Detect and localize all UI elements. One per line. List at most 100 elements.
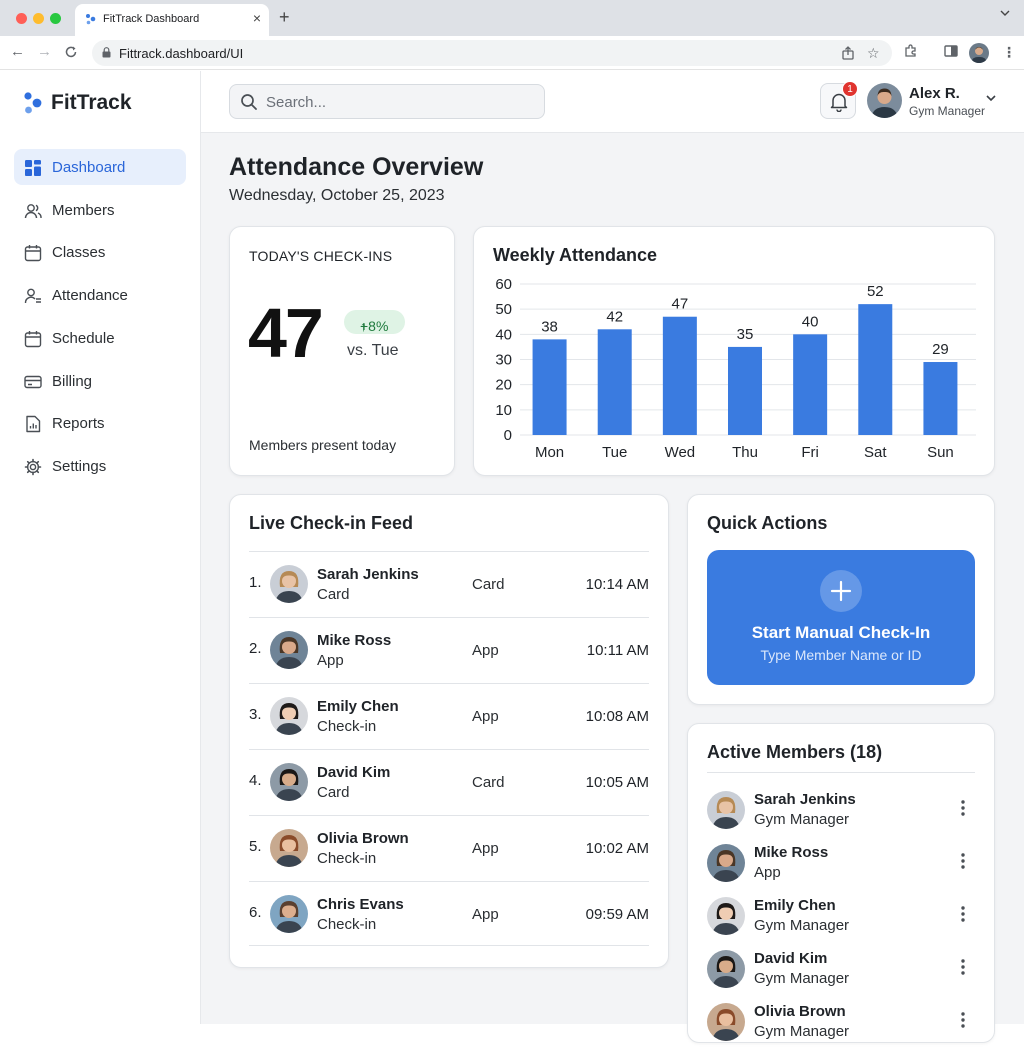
weekly-attendance-card: Weekly Attendance 0 10 20 30 40 50 60 38 Mon 42 Tu… xyxy=(473,226,995,476)
member-avatar xyxy=(270,895,308,933)
y-tick-label: 40 xyxy=(495,326,512,343)
member-name: Olivia Brown xyxy=(754,1003,846,1020)
member-avatar xyxy=(707,897,745,935)
feed-row[interactable]: 4. David Kim Card Card 10:05 AM xyxy=(249,749,649,815)
side-panel-icon[interactable] xyxy=(944,44,958,58)
start-manual-checkin-button[interactable]: Start Manual Check-In Type Member Name o… xyxy=(707,550,975,685)
checkin-time: 10:11 AM xyxy=(586,642,649,659)
sidebar-item-dashboard[interactable]: Dashboard xyxy=(14,149,186,185)
user-name: Alex R. xyxy=(909,85,960,102)
member-avatar xyxy=(270,763,308,801)
tab-search-chevron-icon[interactable] xyxy=(1000,9,1010,17)
feed-row[interactable]: 6. Chris Evans Check-in App 09:59 AM xyxy=(249,881,649,947)
feed-row-number: 4. xyxy=(249,772,262,789)
minimize-window-button[interactable] xyxy=(33,13,44,24)
bar-wed xyxy=(662,316,697,435)
feed-row-number: 5. xyxy=(249,838,262,855)
x-tick-label: Sun xyxy=(927,444,954,461)
bar-thu xyxy=(728,346,762,435)
list-item[interactable]: Mike Ross App xyxy=(707,836,975,889)
change-value: +8% xyxy=(360,318,389,334)
bar-value-label: 38 xyxy=(541,318,558,335)
page-date: Wednesday, October 25, 2023 xyxy=(229,187,445,204)
quick-actions-card: Quick Actions Start Manual Check-In Type… xyxy=(687,494,995,705)
feed-row[interactable]: 1. Sarah Jenkins Card Card 10:14 AM xyxy=(249,551,649,617)
feed-row[interactable]: 3. Emily Chen Check-in App 10:08 AM xyxy=(249,683,649,749)
sidebar: FitTrack Dashboard Members Classes Attendan… xyxy=(0,71,201,1024)
reload-icon[interactable] xyxy=(64,45,78,59)
manual-checkin-subtitle: Type Member Name or ID xyxy=(760,647,922,663)
search-input[interactable] xyxy=(266,92,536,112)
close-window-button[interactable] xyxy=(16,13,27,24)
checkin-method: Card xyxy=(472,576,505,593)
user-avatar[interactable] xyxy=(867,83,902,118)
tab-close-icon[interactable]: × xyxy=(252,10,261,26)
extensions-puzzle-icon[interactable] xyxy=(904,44,918,58)
feed-row[interactable]: 2. Mike Ross App App 10:11 AM xyxy=(249,617,649,683)
new-tab-button[interactable]: + xyxy=(279,7,290,27)
more-options-icon[interactable] xyxy=(957,904,969,924)
checkins-count: 47 xyxy=(248,294,324,372)
sidebar-item-classes[interactable]: Classes xyxy=(14,234,186,270)
user-role: Gym Manager xyxy=(909,104,986,118)
member-avatar xyxy=(707,844,745,882)
bar-value-label: 35 xyxy=(737,326,754,343)
zoom-window-button[interactable] xyxy=(50,13,61,24)
browser-tab[interactable]: FitTrack Dashboard × xyxy=(75,4,269,36)
back-arrow-icon[interactable]: ← xyxy=(10,43,25,60)
browser-profile-avatar[interactable] xyxy=(969,43,989,63)
sidebar-item-label: Dashboard xyxy=(52,159,126,176)
feed-row-number: 2. xyxy=(249,640,262,657)
sidebar-item-label: Billing xyxy=(52,372,93,390)
sidebar-item-members[interactable]: Members xyxy=(14,192,186,228)
list-item[interactable]: Sarah Jenkins Gym Manager xyxy=(707,783,975,836)
more-options-icon[interactable] xyxy=(957,957,969,977)
member-detail: Card xyxy=(317,784,350,801)
x-tick-label: Mon xyxy=(535,444,564,461)
list-item[interactable]: Olivia Brown Gym Manager xyxy=(707,995,975,1048)
sidebar-item-settings[interactable]: Settings xyxy=(14,448,186,484)
forward-arrow-icon[interactable]: → xyxy=(37,43,52,60)
more-options-icon[interactable] xyxy=(957,851,969,871)
manual-checkin-title: Start Manual Check-In xyxy=(751,623,931,642)
bookmark-star-icon[interactable]: ☆ xyxy=(867,45,880,61)
bar-value-label: 42 xyxy=(606,308,623,325)
sidebar-item-schedule[interactable]: Schedule xyxy=(14,320,186,356)
calendar-icon xyxy=(24,245,42,262)
top-header: 1 Alex R. Gym Manager xyxy=(201,71,1024,133)
feed-divider xyxy=(249,945,649,946)
change-badge: ↑ +8% xyxy=(344,310,405,334)
sidebar-item-label: Classes xyxy=(52,244,106,262)
lock-icon xyxy=(102,47,111,58)
sidebar-item-label: Reports xyxy=(52,415,105,433)
bar-tue xyxy=(597,329,632,435)
bar-sun xyxy=(923,362,958,435)
share-icon[interactable] xyxy=(842,46,854,60)
search-box[interactable] xyxy=(229,84,545,119)
change-comparison: vs. Tue xyxy=(347,342,399,359)
list-item[interactable]: Emily Chen Gym Manager xyxy=(707,889,975,942)
sidebar-item-reports[interactable]: Reports xyxy=(14,405,186,441)
member-avatar xyxy=(707,1003,745,1041)
bar-mon xyxy=(532,339,567,435)
bar-value-label: 47 xyxy=(672,296,689,313)
x-tick-label: Sat xyxy=(864,444,887,461)
more-options-icon[interactable] xyxy=(957,1010,969,1030)
bar-sat xyxy=(858,304,893,435)
y-tick-label: 30 xyxy=(495,352,512,369)
address-bar[interactable]: Fittrack.dashboard/UI ☆ xyxy=(92,40,892,66)
y-tick-label: 10 xyxy=(495,402,512,419)
sidebar-item-attendance[interactable]: Attendance xyxy=(14,277,186,313)
x-tick-label: Wed xyxy=(665,444,696,461)
more-options-icon[interactable] xyxy=(957,798,969,818)
sidebar-item-label: Attendance xyxy=(52,287,128,305)
list-item[interactable]: David Kim Gym Manager xyxy=(707,942,975,995)
checkin-time: 10:14 AM xyxy=(585,576,649,593)
browser-menu-icon[interactable]: ⋮ xyxy=(1002,44,1016,60)
plus-icon xyxy=(820,570,862,612)
sidebar-item-billing[interactable]: Billing xyxy=(14,363,186,399)
chevron-down-icon[interactable] xyxy=(985,93,997,103)
checkins-label: TODAY'S CHECK-INS xyxy=(249,248,393,264)
credit-card-icon xyxy=(24,375,42,388)
feed-row[interactable]: 5. Olivia Brown Check-in App 10:02 AM xyxy=(249,815,649,881)
